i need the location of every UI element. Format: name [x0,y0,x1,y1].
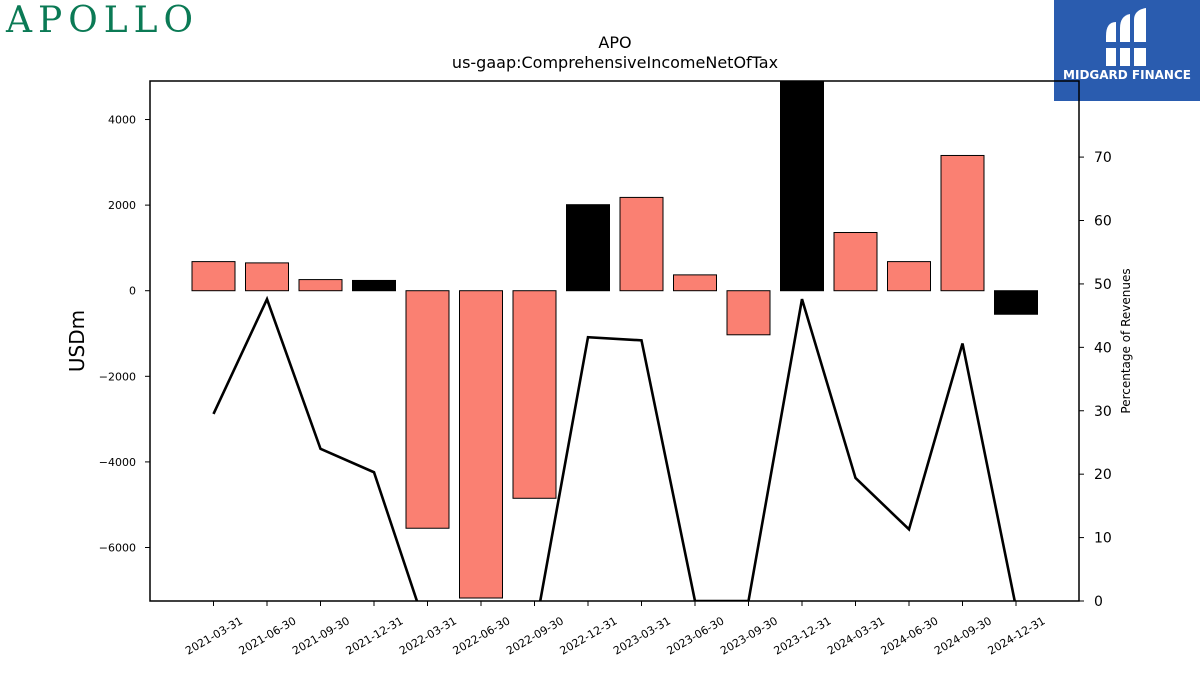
bar-2022-06-30 [459,290,503,599]
bar-2024-03-31 [833,232,878,292]
bar-2021-03-31 [191,261,236,292]
x-tick-label: 2023-06-30 [665,614,727,657]
y2-tick-label: 10 [1094,531,1112,547]
bar-2024-12-31 [994,290,1038,315]
x-tick-label: 2022-03-31 [397,614,459,657]
x-tick-label: 2023-03-31 [611,614,673,657]
bar-2022-12-31 [566,204,610,292]
y-tick-label: 0 [129,285,136,298]
bar-2023-09-30 [726,290,771,336]
y2-tick-label: 60 [1094,214,1112,230]
bars-group [191,81,1038,599]
x-tick-label: 2023-12-31 [772,614,834,657]
chart-subtitle: us-gaap:ComprehensiveIncomeNetOfTax [452,53,778,72]
bar-2023-03-31 [619,196,664,292]
y2-axis-label: Percentage of Revenues [1119,268,1133,413]
bar-2024-06-30 [887,261,931,292]
y2-tick-label: 70 [1094,150,1112,166]
y2-tick-label: 0 [1094,594,1103,610]
bar-2022-03-31 [405,290,450,529]
bar-2022-09-30 [512,290,557,499]
y2-tick-label: 20 [1094,467,1112,483]
percentage-line [212,295,1017,601]
y-tick-label: 4000 [108,114,136,127]
x-tick-label: 2024-03-31 [825,614,887,657]
x-tick-label: 2021-06-30 [237,614,299,657]
x-tick-label: 2024-06-30 [879,614,941,657]
y-tick-label: −4000 [99,456,136,469]
y2-axis: 0 10 20 30 40 50 60 70 [1079,150,1112,610]
bar-2021-12-31 [352,279,396,292]
y-axis-label: USDm [65,310,89,372]
x-tick-label: 2021-09-30 [290,614,352,657]
x-tick-label: 2021-12-31 [344,614,406,657]
bar-2023-06-30 [673,274,717,292]
y2-tick-label: 30 [1094,404,1112,420]
apollo-logo: APOLLO [6,0,200,41]
x-tick-label: 2024-09-30 [932,614,994,657]
y-axis: 4000 2000 0 −2000 −4000 −6000 [99,114,150,555]
x-tick-label: 2022-06-30 [451,614,513,657]
x-tick-label: 2022-12-31 [558,614,620,657]
bar-2024-09-30 [940,154,985,292]
midgard-logo-text: MIDGARD FINANCE [1063,68,1191,82]
midgard-finance-logo: MIDGARD FINANCE [1054,0,1200,101]
y-tick-label: −6000 [99,542,136,555]
y-tick-label: 2000 [108,199,136,212]
line-group [212,295,1017,601]
x-tick-label: 2024-12-31 [986,614,1048,657]
y-tick-label: −2000 [99,370,136,383]
midgard-mark-icon [1104,8,1150,66]
bar-2021-09-30 [298,279,343,292]
x-tick-label: 2022-09-30 [504,614,566,657]
y2-tick-label: 50 [1094,277,1112,293]
x-tick-label: 2021-03-31 [183,614,245,657]
plot-frame [149,80,1080,602]
x-tick-label: 2023-09-30 [718,614,780,657]
bar-2021-06-30 [245,262,289,292]
bar-2023-12-31 [780,81,824,292]
y2-tick-label: 40 [1094,340,1112,356]
chart-title: APO [598,33,631,52]
x-axis: 2021-03-312021-06-302021-09-302021-12-31… [183,601,1048,658]
